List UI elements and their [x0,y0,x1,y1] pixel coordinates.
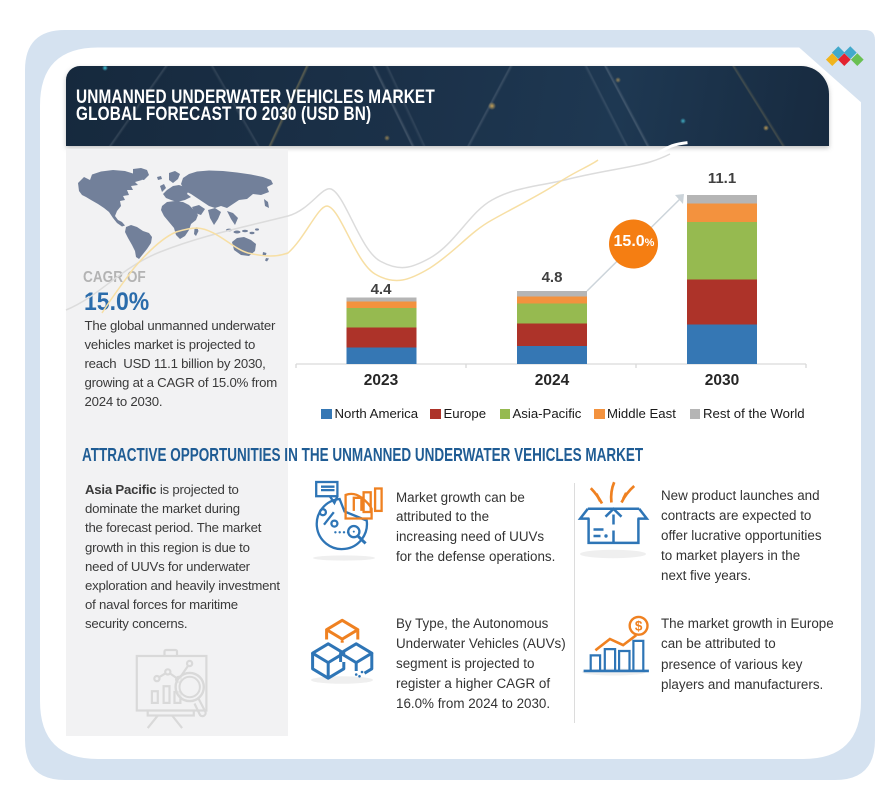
svg-text:$: $ [635,619,643,634]
